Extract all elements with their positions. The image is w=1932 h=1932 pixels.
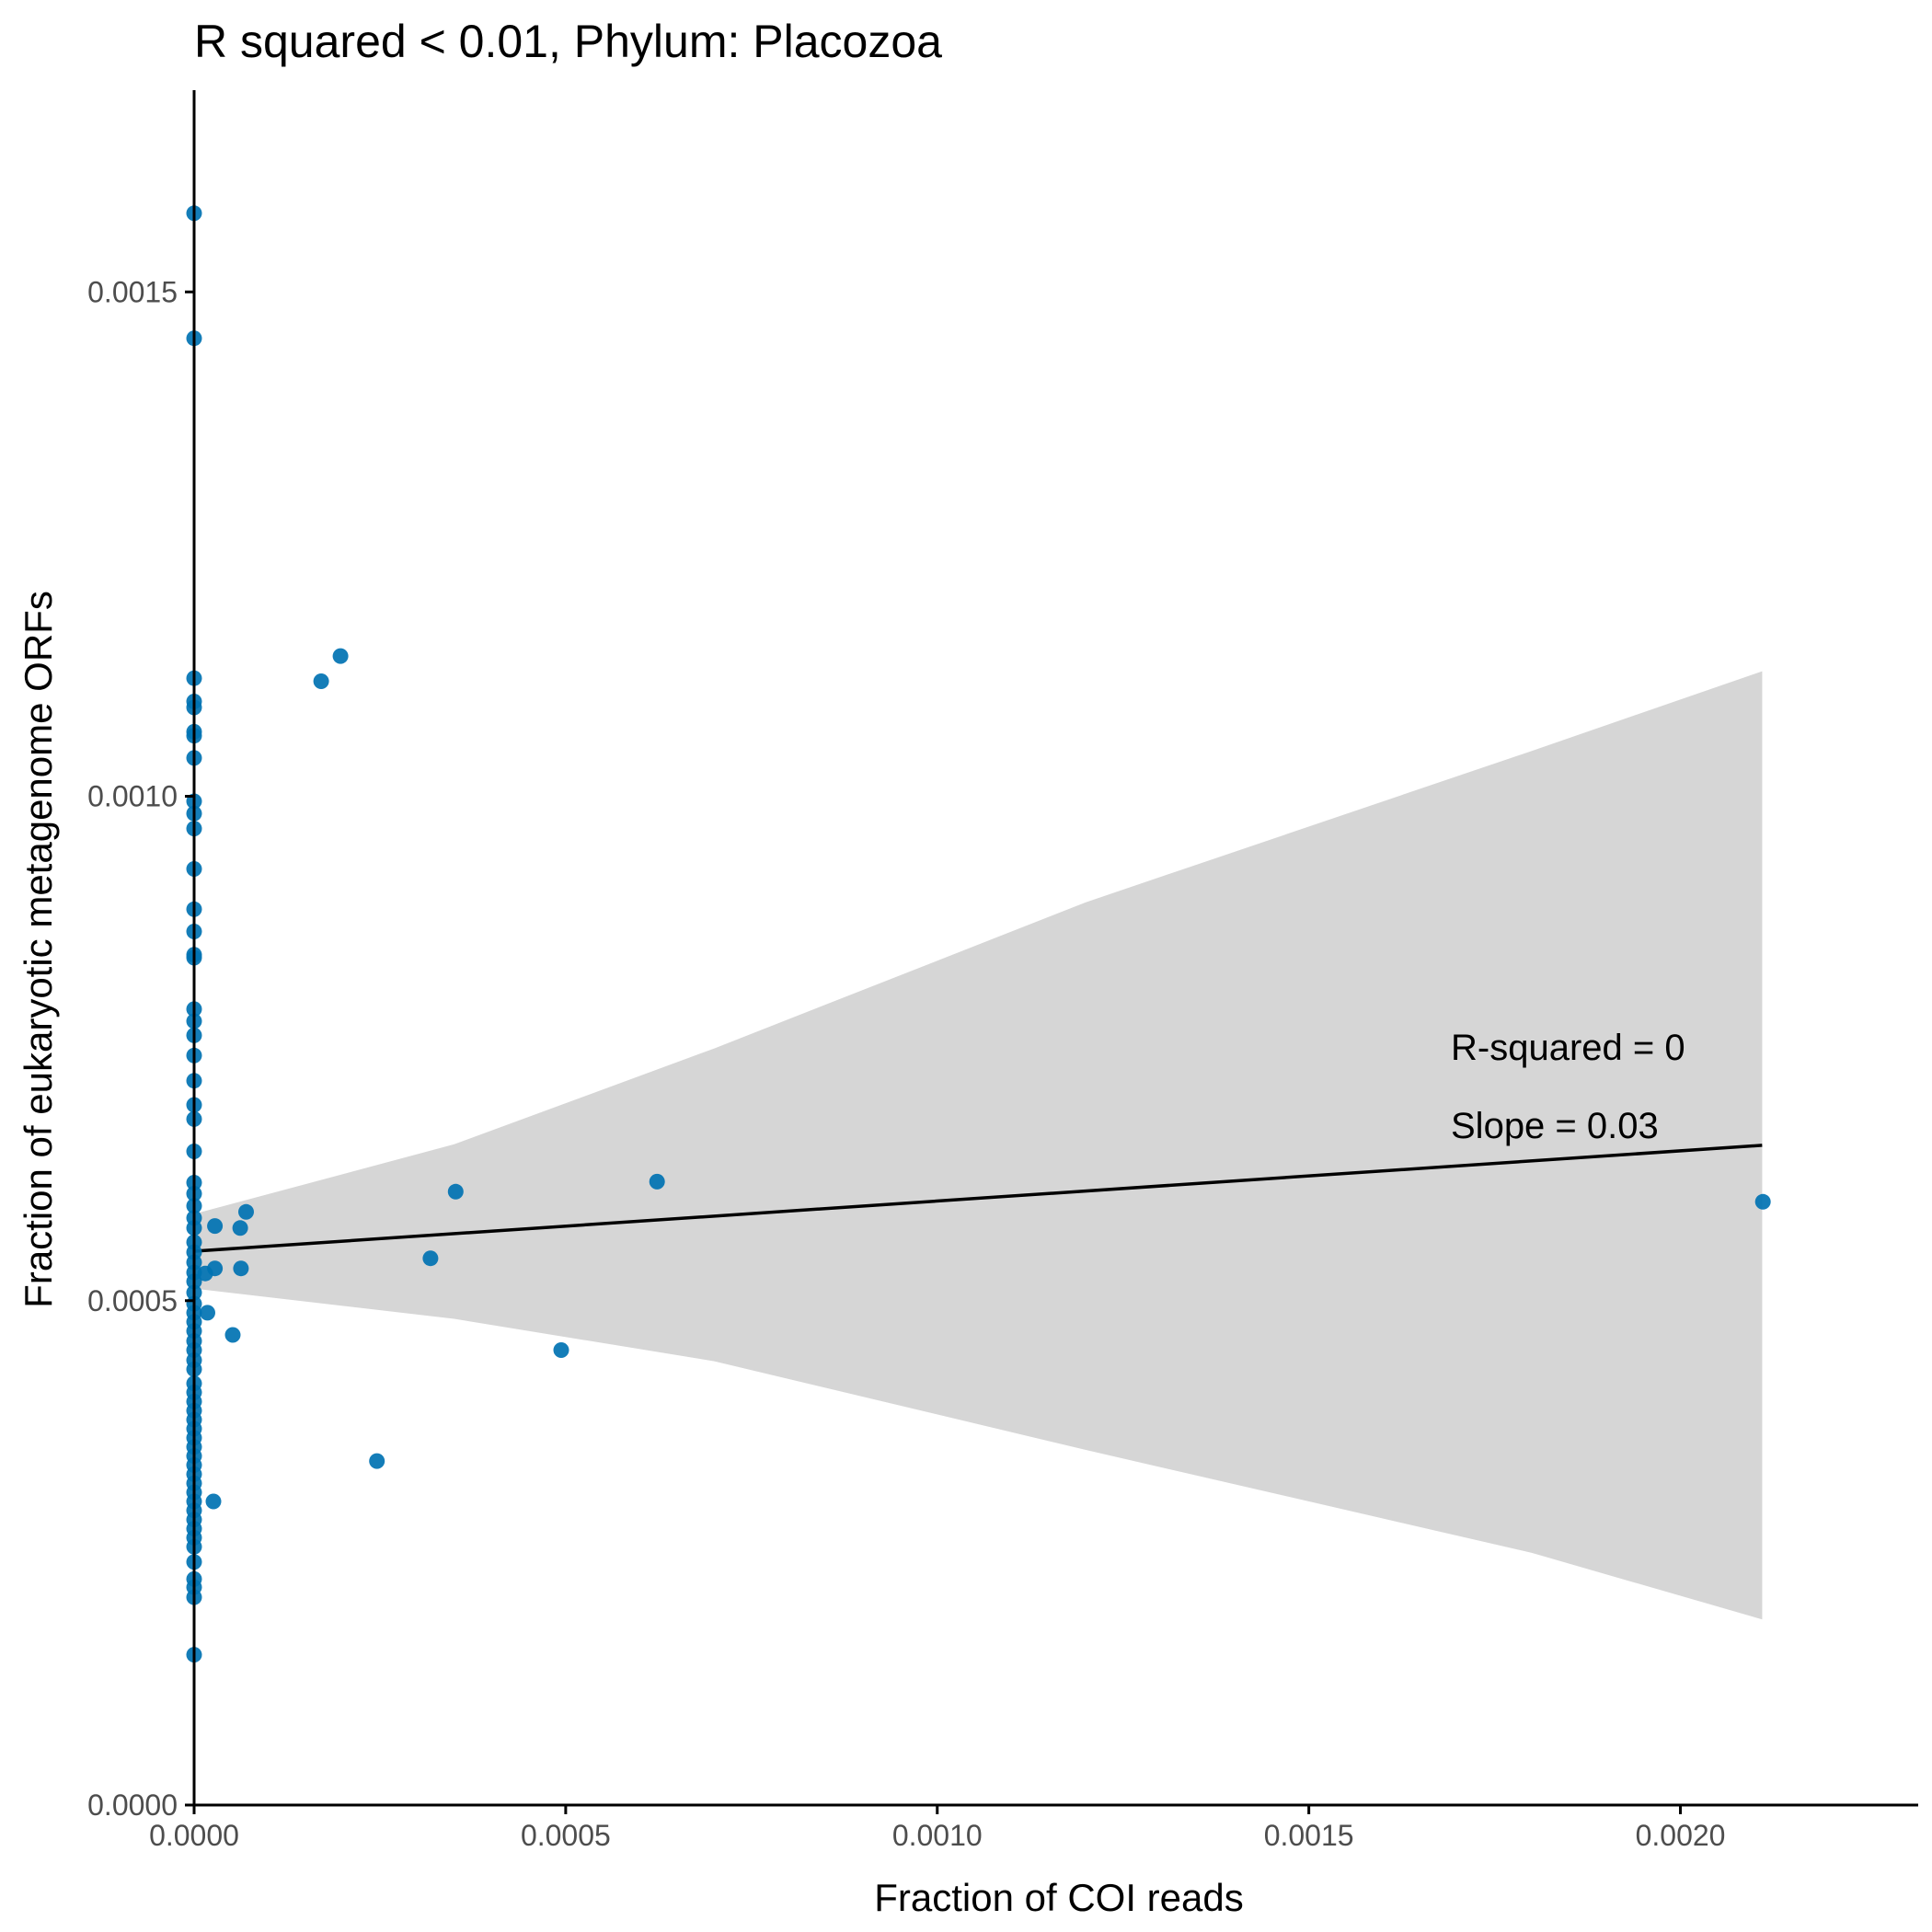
y-tick-label: 0.0000 — [87, 1788, 178, 1822]
x-tick-label: 0.0015 — [1264, 1819, 1354, 1852]
data-point — [649, 1173, 665, 1190]
data-point — [447, 1183, 464, 1200]
x-tick-label: 0.0005 — [521, 1819, 611, 1852]
y-axis-title: Fraction of eukaryotic metagenome ORFs — [17, 591, 60, 1308]
r-squared-annotation: R-squared = 0 — [1451, 1028, 1685, 1068]
data-point — [313, 673, 329, 689]
annotation-layer: R-squared = 0 Slope = 0.03 — [1451, 1028, 1685, 1146]
x-tick-label: 0.0020 — [1636, 1819, 1726, 1852]
data-point — [224, 1327, 241, 1343]
y-tick-label: 0.0005 — [87, 1284, 178, 1317]
confidence-band-layer — [194, 671, 1763, 1620]
data-point — [553, 1342, 569, 1358]
data-point — [197, 1265, 213, 1282]
axes-layer: 0.0000 0.0005 0.0010 0.0015 0.0020 0.0000 0.00… — [87, 90, 1918, 1852]
confidence-band — [194, 671, 1763, 1620]
data-point — [238, 1203, 254, 1220]
y-tick-label: 0.0015 — [87, 275, 178, 308]
data-point — [1754, 1193, 1771, 1210]
data-point — [205, 1493, 222, 1510]
regression-line-layer — [193, 1144, 1763, 1253]
regression-line — [193, 1144, 1763, 1253]
slope-annotation: Slope = 0.03 — [1451, 1106, 1659, 1146]
x-tick-label: 0.0000 — [149, 1819, 239, 1852]
x-axis-title: Fraction of COI reads — [874, 1876, 1243, 1919]
data-point — [332, 648, 349, 664]
data-point — [369, 1453, 385, 1469]
y-tick-label: 0.0010 — [87, 780, 178, 813]
chart-title: R squared < 0.01, Phylum: Placozoa — [194, 16, 942, 67]
data-point — [422, 1250, 439, 1267]
x-tick-label: 0.0010 — [892, 1819, 983, 1852]
data-point — [200, 1305, 215, 1321]
data-point — [232, 1220, 248, 1236]
data-point — [207, 1218, 224, 1235]
data-point — [233, 1260, 249, 1277]
